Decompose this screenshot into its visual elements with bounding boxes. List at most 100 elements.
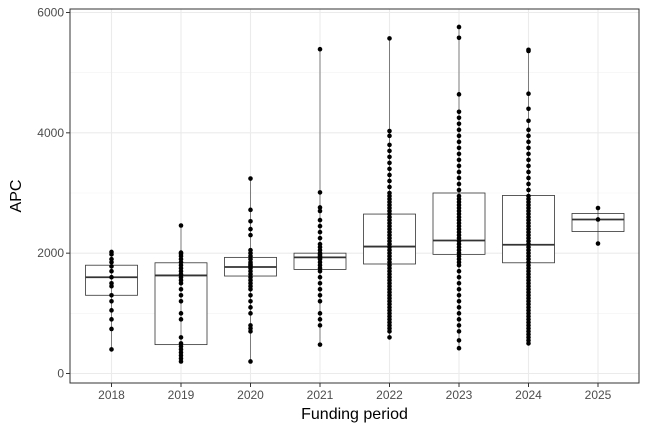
data-point (248, 286, 253, 292)
data-point (456, 92, 462, 97)
points-2021 (317, 46, 323, 347)
data-point (248, 329, 253, 334)
points-2019 (178, 223, 184, 364)
points-2020 (248, 176, 253, 364)
data-point (526, 48, 531, 54)
data-point (109, 264, 114, 269)
data-point (248, 311, 253, 316)
data-point (178, 359, 184, 364)
data-point (526, 151, 531, 157)
data-point (317, 190, 323, 195)
data-point (178, 311, 184, 316)
data-point (456, 292, 462, 298)
data-point (456, 115, 462, 121)
data-point (526, 139, 531, 145)
data-point (526, 175, 531, 181)
x-tick-label: 2018 (98, 388, 125, 402)
data-point (387, 184, 392, 190)
data-point (317, 342, 323, 347)
data-point (109, 283, 114, 289)
data-point (456, 262, 462, 268)
data-point (387, 133, 392, 139)
data-point (109, 274, 114, 280)
data-point (109, 268, 114, 274)
data-point (387, 335, 392, 340)
y-axis: 0 2000 4000 6000 (37, 6, 70, 381)
data-point (178, 223, 184, 228)
data-point (317, 286, 323, 292)
data-point (387, 128, 392, 134)
data-point (387, 36, 392, 41)
x-tick-label: 2023 (446, 388, 473, 402)
y-tick-label: 4000 (37, 126, 64, 140)
data-point (317, 229, 323, 235)
data-point (456, 133, 462, 139)
data-point (526, 157, 531, 163)
data-point (317, 223, 323, 229)
data-point (526, 187, 531, 193)
data-point (178, 292, 184, 298)
data-point (248, 176, 253, 181)
data-point (387, 148, 392, 154)
data-point (456, 311, 462, 316)
data-point (456, 151, 462, 157)
data-point (456, 305, 462, 310)
data-point (456, 127, 462, 133)
x-tick-label: 2019 (168, 388, 195, 402)
data-point (317, 311, 323, 316)
data-point (526, 127, 531, 133)
data-point (248, 359, 253, 364)
x-tick-label: 2020 (237, 388, 264, 402)
data-point (317, 292, 323, 298)
data-point (317, 46, 323, 52)
data-point (248, 218, 253, 224)
data-point (456, 286, 462, 292)
x-tick-label: 2022 (376, 388, 403, 402)
data-point (178, 335, 184, 340)
data-point (526, 163, 531, 169)
data-point (109, 326, 114, 332)
x-tick-label: 2024 (515, 388, 542, 402)
data-point (248, 299, 253, 304)
data-point (456, 121, 462, 127)
data-point (456, 109, 462, 115)
data-point (317, 274, 323, 280)
data-point (248, 226, 253, 232)
data-point (595, 241, 601, 246)
data-point (248, 292, 253, 298)
data-point (387, 142, 392, 148)
data-point (387, 172, 392, 178)
data-point (456, 175, 462, 181)
x-axis: 2018 2019 2020 2021 2022 2023 2024 2025 (98, 383, 612, 402)
data-point (526, 118, 531, 124)
data-point (456, 24, 462, 30)
data-point (456, 268, 462, 274)
data-point (248, 232, 253, 238)
x-axis-title: Funding period (301, 406, 408, 423)
data-point (178, 317, 184, 322)
point-series (109, 24, 601, 364)
data-point (387, 154, 392, 160)
data-point (456, 317, 462, 322)
data-point (387, 166, 392, 172)
data-point (248, 207, 253, 213)
points-2023 (456, 24, 462, 351)
data-point (595, 205, 601, 211)
data-point (317, 268, 323, 274)
data-point (387, 160, 392, 166)
data-point (595, 217, 601, 222)
data-point (526, 145, 531, 151)
data-point (526, 91, 531, 97)
data-point (317, 323, 323, 328)
data-point (456, 35, 462, 41)
points-2024 (526, 47, 531, 346)
data-point (456, 169, 462, 175)
data-point (387, 178, 392, 184)
data-point (456, 139, 462, 145)
data-point (178, 299, 184, 304)
points-2025 (595, 205, 601, 246)
y-tick-label: 0 (57, 367, 64, 381)
data-point (456, 345, 462, 351)
data-point (317, 217, 323, 223)
